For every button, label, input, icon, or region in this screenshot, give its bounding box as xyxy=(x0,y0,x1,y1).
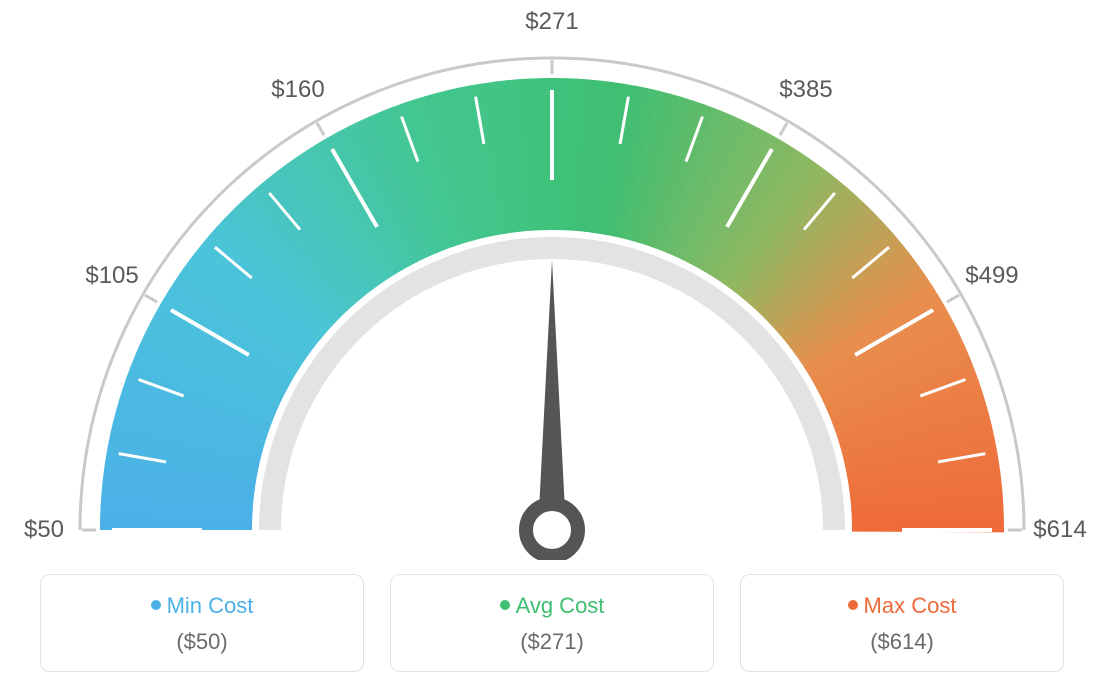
tick-label: $50 xyxy=(24,516,64,544)
legend-card-min: Min Cost ($50) xyxy=(40,574,364,672)
legend-label-avg: Avg Cost xyxy=(516,593,605,618)
chart-container: $50 $105 $160 $271 $385 $499 $614 Min Cost ($5… xyxy=(0,0,1104,690)
tick-label: $385 xyxy=(779,76,832,104)
gauge-wrap: $50 $105 $160 $271 $385 $499 $614 xyxy=(0,0,1104,560)
legend-dot-avg xyxy=(500,600,510,610)
tick-label: $271 xyxy=(525,8,578,36)
legend-card-avg: Avg Cost ($271) xyxy=(390,574,714,672)
legend-value-max: ($614) xyxy=(751,629,1053,655)
legend-value-avg: ($271) xyxy=(401,629,703,655)
legend-row: Min Cost ($50) Avg Cost ($271) Max Cost … xyxy=(0,574,1104,672)
gauge-needle xyxy=(538,260,566,530)
legend-value-min: ($50) xyxy=(51,629,353,655)
tick-label: $499 xyxy=(965,262,1018,290)
legend-title-min: Min Cost xyxy=(51,593,353,619)
legend-title-avg: Avg Cost xyxy=(401,593,703,619)
tick-label: $105 xyxy=(85,262,138,290)
legend-dot-max xyxy=(848,600,858,610)
tick-label: $614 xyxy=(1033,516,1086,544)
tick-label: $160 xyxy=(271,76,324,104)
legend-label-max: Max Cost xyxy=(864,593,957,618)
legend-label-min: Min Cost xyxy=(167,593,254,618)
legend-card-max: Max Cost ($614) xyxy=(740,574,1064,672)
legend-dot-min xyxy=(151,600,161,610)
needle-hub xyxy=(526,504,578,556)
legend-title-max: Max Cost xyxy=(751,593,1053,619)
gauge-svg xyxy=(0,0,1104,560)
